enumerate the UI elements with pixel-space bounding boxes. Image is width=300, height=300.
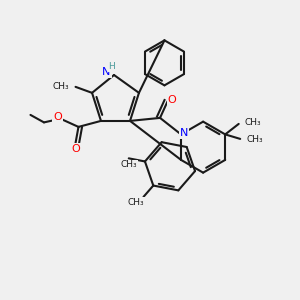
Text: CH₃: CH₃ (52, 82, 69, 91)
Text: CH₃: CH₃ (120, 160, 137, 169)
Text: CH₃: CH₃ (246, 135, 263, 144)
Text: O: O (168, 95, 176, 105)
Text: O: O (53, 112, 62, 122)
Text: H: H (109, 62, 115, 71)
Text: CH₃: CH₃ (245, 118, 261, 127)
Text: CH₃: CH₃ (128, 198, 144, 207)
Text: N: N (180, 128, 188, 138)
Text: O: O (71, 144, 80, 154)
Text: N: N (102, 67, 111, 77)
